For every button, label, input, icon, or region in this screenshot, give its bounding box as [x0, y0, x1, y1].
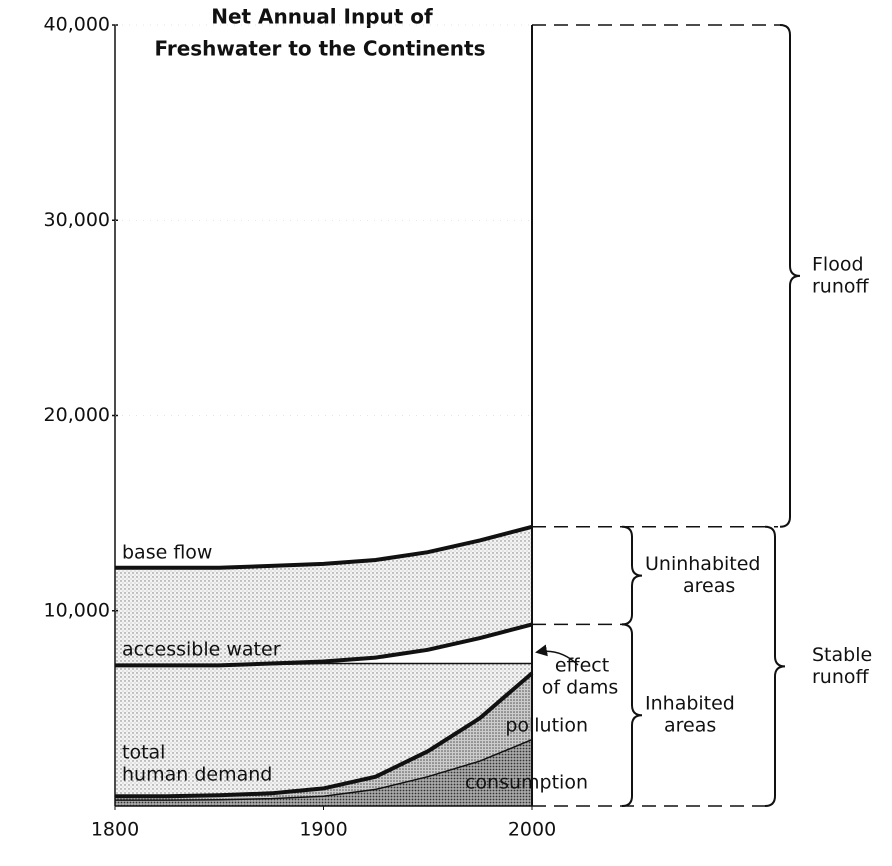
chart-title: Net Annual Input of — [211, 5, 433, 29]
y-tick-label: 30,000 — [44, 209, 110, 231]
annotation: effect — [555, 655, 609, 677]
x-tick-label: 1900 — [299, 819, 347, 841]
bracket-label: Flood — [812, 253, 864, 275]
annotation: total — [122, 742, 165, 764]
line — [115, 662, 532, 667]
bracket — [621, 525, 643, 626]
x-tick-label: 1800 — [91, 819, 139, 841]
bracket — [621, 623, 643, 807]
y-tick-label: 40,000 — [44, 14, 110, 36]
annotation: of dams — [542, 677, 618, 699]
annotation: human demand — [122, 764, 272, 786]
bracket-label: runoff — [812, 666, 870, 688]
bracket-label: Inhabited — [645, 693, 735, 715]
bracket-label: Stable — [812, 644, 872, 666]
y-tick-label: 10,000 — [44, 599, 110, 621]
dams-arrow — [535, 644, 579, 666]
x-tick-label: 2000 — [508, 819, 556, 841]
bracket-label: areas — [664, 715, 716, 737]
series-label: consumption — [465, 772, 588, 794]
bracket-label: areas — [683, 575, 735, 597]
line — [115, 524, 533, 570]
y-tick-label: 20,000 — [44, 404, 110, 426]
chart-title: Freshwater to the Continents — [154, 37, 485, 61]
series-label: base flow — [122, 542, 212, 564]
bracket — [779, 24, 801, 528]
bracket-label: Uninhabited — [645, 553, 761, 575]
bracket-label: runoff — [812, 275, 870, 297]
series-label: accessible water — [122, 639, 281, 661]
area — [115, 673, 532, 806]
area — [115, 739, 532, 806]
line — [115, 738, 533, 801]
annotation: pollution — [505, 715, 588, 737]
line — [115, 671, 534, 799]
bracket — [764, 525, 786, 807]
plot-area — [115, 524, 534, 806]
